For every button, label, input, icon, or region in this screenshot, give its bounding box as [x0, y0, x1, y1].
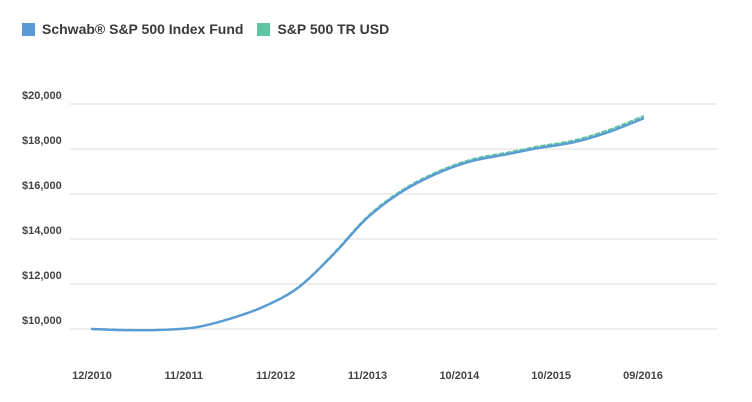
legend-item-fund[interactable]: Schwab® S&P 500 Index Fund — [22, 21, 243, 37]
legend-swatch-index — [257, 22, 271, 36]
y-axis-ticks: $10,000 $12,000 $14,000 $16,000 $18,000 $20,0… — [22, 90, 62, 327]
x-tick-label: 12/2010 — [72, 370, 112, 382]
legend: Schwab® S&P 500 Index Fund S&P 500 TR US… — [22, 21, 403, 37]
series-lines — [90, 115, 645, 332]
y-tick-label: $14,000 — [22, 225, 62, 237]
x-tick-label: 09/2016 — [623, 370, 663, 382]
legend-label-fund: Schwab® S&P 500 Index Fund — [42, 21, 244, 37]
series-line-fund — [90, 117, 645, 332]
legend-swatch-fund — [22, 22, 35, 36]
grid-lines — [70, 103, 717, 330]
x-tick-label: 10/2015 — [531, 370, 571, 382]
y-tick-label: $20,000 — [22, 90, 62, 102]
y-tick-label: $16,000 — [22, 180, 62, 192]
y-tick-label: $12,000 — [22, 270, 62, 282]
x-tick-label: 11/2011 — [165, 370, 204, 382]
y-tick-label: $18,000 — [22, 135, 62, 147]
x-tick-label: 10/2014 — [439, 370, 480, 382]
x-tick-label: 11/2012 — [256, 370, 295, 382]
x-tick-label: 11/2013 — [348, 370, 387, 382]
y-tick-label: $10,000 — [22, 315, 62, 327]
series-line-index — [90, 115, 645, 332]
legend-label-index: S&P 500 TR USD — [277, 21, 390, 37]
x-axis-ticks: 12/2010 11/2011 11/2012 11/2013 10/2014 10/20… — [72, 370, 663, 382]
legend-item-index[interactable]: S&P 500 TR USD — [257, 21, 389, 37]
